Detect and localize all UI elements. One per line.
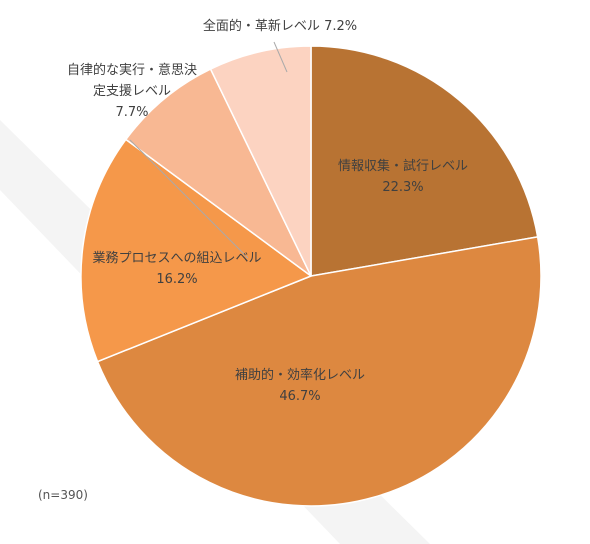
pie-slice-autonomous [124, 68, 312, 277]
slice-label-autonomous: 自律的な実行・意思決 定支援レベル 7.7% [52, 60, 212, 123]
slice-label-assistive: 補助的・効率化レベル 46.7% [215, 365, 385, 407]
slice-label-process-integration-text: 業務プロセスへの組込レベル [92, 251, 262, 266]
leader-line-full-innovation [273, 41, 288, 73]
pie-slice-full-innovation [209, 45, 312, 277]
slice-value-autonomous: 7.7% [115, 105, 149, 120]
slice-label-assistive-text: 補助的・効率化レベル [234, 368, 365, 383]
pie-slice-info-gathering [310, 45, 539, 277]
slice-label-info-gathering-text: 情報収集・試行レベル [337, 159, 468, 174]
slice-label-autonomous-line1: 自律的な実行・意思決 [66, 63, 197, 78]
slice-value-info-gathering: 22.3% [382, 180, 424, 195]
slice-label-autonomous-line2: 定支援レベル [92, 84, 171, 99]
slice-label-full-innovation: 全面的・革新レベル 7.2% [180, 16, 380, 37]
slice-label-full-innovation-text: 全面的・革新レベル [202, 19, 320, 34]
slice-value-full-innovation: 7.2% [324, 19, 358, 34]
pie-slice-process-integration [80, 138, 313, 363]
sample-size-note: (n=390) [38, 488, 88, 502]
leader-line-autonomous [129, 139, 249, 259]
slice-label-info-gathering: 情報収集・試行レベル 22.3% [318, 156, 488, 198]
pie-slice-assistive [96, 235, 542, 507]
slice-value-assistive: 46.7% [279, 389, 321, 404]
slice-value-process-integration: 16.2% [156, 272, 198, 287]
slice-label-process-integration: 業務プロセスへの組込レベル 16.2% [82, 248, 272, 290]
